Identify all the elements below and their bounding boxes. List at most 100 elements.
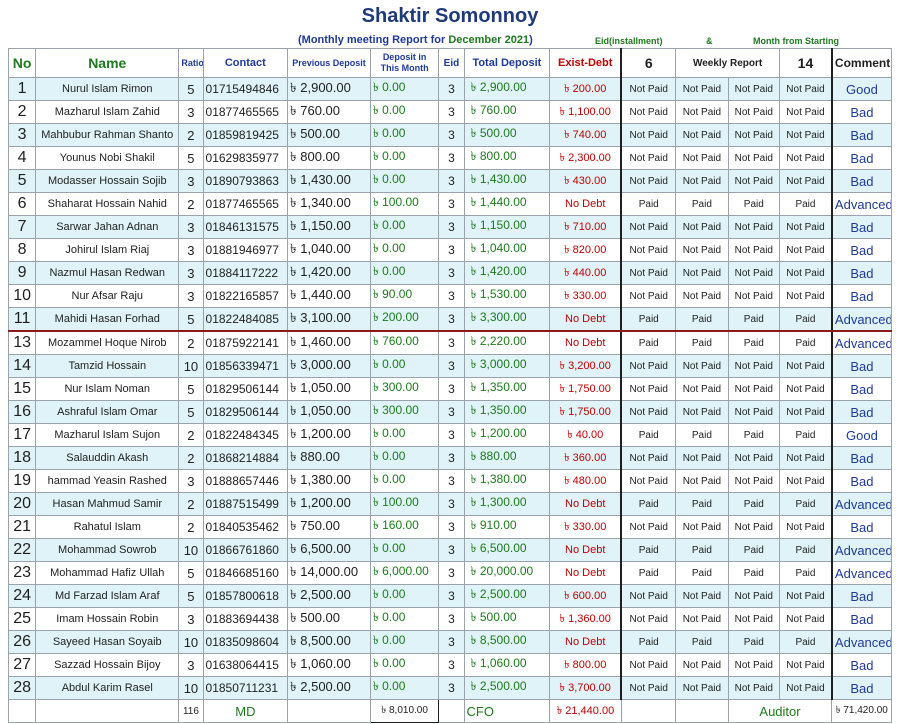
cell-no: 11 <box>7 307 37 332</box>
cell-comment: Advanced <box>831 630 892 654</box>
cell-no: 9 <box>7 261 37 285</box>
cell-week-2: Not Paid <box>675 238 729 262</box>
cell-ratio: 3 <box>178 284 204 308</box>
cell-comment: Bad <box>831 469 892 493</box>
cell-no: 13 <box>7 330 37 355</box>
cell-total-deposit: ৳ 1,350.00 <box>463 377 551 401</box>
cell-week-1: Paid <box>620 330 677 355</box>
cell-ratio: 10 <box>178 676 204 700</box>
cell-week-4: Not Paid <box>779 469 833 493</box>
cell-name: Mahidi Hasan Forhad <box>35 307 180 332</box>
cell-previous-deposit: ৳ 1,200.00 <box>287 423 371 447</box>
cell-week-2: Paid <box>675 630 729 654</box>
cell-ratio: 5 <box>178 584 204 608</box>
table-row: 4 Younus Nobi Shakil 5 01629835977 ৳ 800.00 ৳… <box>7 146 892 170</box>
cell-exist-debt: ৳ 3,700.00 <box>549 676 622 700</box>
cell-no: 7 <box>7 215 37 239</box>
cell-week-3: Not Paid <box>727 169 781 193</box>
cell-week-1: Not Paid <box>620 584 677 608</box>
cell-eid: 3 <box>438 169 465 193</box>
cell-exist-debt: ৳ 1,100.00 <box>549 100 622 124</box>
table-row: 1 Nurul Islam Rimon 5 01715494846 ৳ 2,900.00… <box>7 77 892 101</box>
cell-total-deposit: ৳ 500.00 <box>463 607 551 631</box>
cell-no: 17 <box>7 423 37 447</box>
cell-ratio: 2 <box>178 330 204 355</box>
cell-contact: 01875922141 <box>202 330 289 355</box>
cell-exist-debt: ৳ 3,200.00 <box>549 354 622 378</box>
cell-no: 2 <box>7 100 37 124</box>
cell-ratio: 3 <box>178 653 204 677</box>
cell-ratio: 3 <box>178 607 204 631</box>
cell-ratio: 10 <box>178 354 204 378</box>
cell-exist-debt: ৳ 480.00 <box>549 469 622 493</box>
cell-total-deposit: ৳ 1,350.00 <box>463 400 551 424</box>
cell-no: 6 <box>7 192 37 216</box>
cell-ratio: 5 <box>178 400 204 424</box>
cell-week-4: Not Paid <box>779 169 833 193</box>
cell-name: Mazharul Islam Sujon <box>35 423 180 447</box>
cell-exist-debt: ৳ 710.00 <box>549 215 622 239</box>
cell-ratio: 5 <box>178 377 204 401</box>
cell-deposit-month: ৳ 0.00 <box>369 423 440 447</box>
table-row: 10 Nur Afsar Raju 3 01822165857 ৳ 1,440.00 ৳ … <box>7 284 892 308</box>
cell-name: Nazmul Hasan Redwan <box>35 261 180 285</box>
cell-total-deposit: ৳ 880.00 <box>463 446 551 470</box>
cell-contact: 01822484085 <box>202 307 289 332</box>
cell-comment: Bad <box>831 169 892 193</box>
cell-ratio: 2 <box>178 423 204 447</box>
cell-ratio: 3 <box>178 100 204 124</box>
cell-eid: 3 <box>438 400 465 424</box>
cell-eid: 3 <box>438 284 465 308</box>
header-row: No Name Ratio Contact Previous Deposit D… <box>7 48 892 78</box>
cell-week-4: Not Paid <box>779 607 833 631</box>
header-total-deposit: Total Deposit <box>463 48 551 78</box>
cell-no: 8 <box>7 238 37 262</box>
cell-eid: 3 <box>438 77 465 101</box>
cell-comment: Advanced <box>831 330 892 355</box>
cell-week-3: Paid <box>727 307 781 332</box>
cell-deposit-month: ৳ 90.00 <box>369 284 440 308</box>
subtitle-prefix-text: (Monthly meeting Report for <box>298 34 449 46</box>
cell-deposit-month: ৳ 300.00 <box>369 377 440 401</box>
cell-ratio: 5 <box>178 561 204 585</box>
cell-ratio: 2 <box>178 192 204 216</box>
cell-name: Sazzad Hossain Bijoy <box>35 653 180 677</box>
cell-deposit-month: ৳ 0.00 <box>369 100 440 124</box>
subtitle-prefix: (Monthly meeting Report for December 202… <box>298 34 533 46</box>
cell-ratio: 2 <box>178 446 204 470</box>
cell-eid: 3 <box>438 538 465 562</box>
cell-exist-debt: ৳ 440.00 <box>549 261 622 285</box>
cell-week-1: Paid <box>620 630 677 654</box>
cell-week-1: Paid <box>620 538 677 562</box>
footer-blank-6 <box>675 699 729 723</box>
cell-contact: 01884117222 <box>202 261 289 285</box>
cell-contact: 01829506144 <box>202 400 289 424</box>
cell-week-4: Paid <box>779 630 833 654</box>
table-row: 15 Nur Islam Noman 5 01829506144 ৳ 1,050.00 ৳… <box>7 377 892 401</box>
cell-exist-debt: No Debt <box>549 492 622 516</box>
cell-week-2: Not Paid <box>675 215 729 239</box>
cell-week-3: Not Paid <box>727 676 781 700</box>
cell-no: 21 <box>7 515 37 539</box>
cell-exist-debt: No Debt <box>549 538 622 562</box>
cell-previous-deposit: ৳ 1,440.00 <box>287 284 371 308</box>
cell-week-3: Not Paid <box>727 354 781 378</box>
cell-exist-debt: No Debt <box>549 630 622 654</box>
cell-week-2: Paid <box>675 538 729 562</box>
cell-week-2: Not Paid <box>675 446 729 470</box>
cell-contact: 01846131575 <box>202 215 289 239</box>
cell-exist-debt: No Debt <box>549 561 622 585</box>
cell-eid: 3 <box>438 607 465 631</box>
cell-contact: 01846685160 <box>202 561 289 585</box>
cell-week-3: Not Paid <box>727 77 781 101</box>
cell-week-4: Paid <box>779 307 833 332</box>
cell-exist-debt: ৳ 1,750.00 <box>549 377 622 401</box>
cell-week-4: Not Paid <box>779 146 833 170</box>
cell-week-4: Paid <box>779 561 833 585</box>
table-row: 9 Nazmul Hasan Redwan 3 01884117222 ৳ 1,420.… <box>7 261 892 285</box>
cell-contact: 01890793863 <box>202 169 289 193</box>
cell-total-deposit: ৳ 910.00 <box>463 515 551 539</box>
cell-no: 14 <box>7 354 37 378</box>
cell-previous-deposit: ৳ 1,060.00 <box>287 653 371 677</box>
cell-comment: Bad <box>831 261 892 285</box>
